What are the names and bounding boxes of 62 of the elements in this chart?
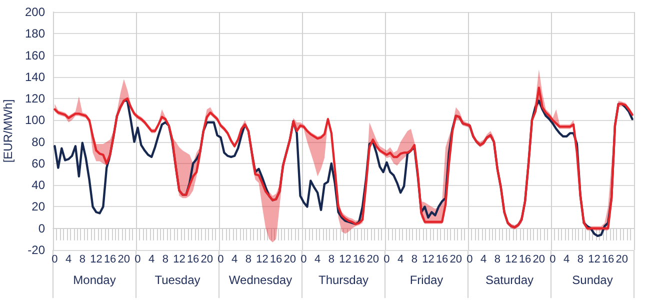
x-tick-label: 8: [328, 254, 334, 266]
text: Friday: [410, 273, 444, 287]
x-tick-label: 8: [162, 254, 168, 266]
text: Saturday: [485, 273, 534, 287]
x-tick-label: 16: [436, 254, 448, 266]
x-tick-label: 12: [173, 254, 186, 266]
y-tick-label: 80: [32, 134, 46, 149]
y-tick-label: 40: [32, 178, 46, 192]
x-tick-label: 8: [79, 254, 86, 266]
x-tick-label: 20: [532, 254, 546, 266]
y-tick-label: 20: [32, 200, 46, 214]
y-tick-label: 160: [24, 48, 46, 62]
x-tick-label: 20: [200, 254, 214, 266]
x-tick-label: 4: [314, 254, 321, 266]
text: Thursday: [318, 273, 369, 287]
x-tick-label: 0: [384, 254, 390, 266]
x-tick-label: 4: [564, 254, 570, 266]
x-tick-label: 0: [218, 254, 224, 266]
y-tick-label: 120: [24, 92, 46, 106]
x-tick-label: 4: [398, 254, 404, 266]
y-tick-label: 0: [38, 221, 46, 236]
x-tick-label: 8: [245, 254, 252, 266]
x-tick-label: 20: [616, 254, 628, 266]
y-tick-label: 60: [32, 156, 46, 170]
x-tick-label: 12: [422, 254, 434, 266]
x-tick-label: 20: [118, 254, 130, 266]
x-tick-label: 8: [411, 254, 418, 266]
x-tick-label: 4: [480, 254, 487, 266]
x-tick-label: 4: [66, 254, 72, 266]
x-tick-label: 20: [450, 254, 462, 266]
text: Monday: [73, 273, 116, 287]
x-tick-label: 16: [186, 254, 200, 266]
x-tick-label: 20: [284, 254, 296, 266]
x-tick-label: 12: [256, 254, 268, 266]
x-tick-label: 0: [466, 254, 473, 266]
x-tick-label: 4: [232, 254, 238, 266]
y-tick-label: 180: [24, 26, 46, 41]
x-tick-label: 12: [90, 254, 102, 266]
x-tick-label: 16: [352, 254, 366, 266]
x-tick-label: 16: [518, 254, 532, 266]
y-tick-label: 100: [24, 113, 46, 128]
x-tick-label: 16: [104, 254, 116, 266]
x-tick-label: 12: [505, 254, 518, 266]
x-tick-label: 0: [550, 254, 556, 266]
y-tick-label: 140: [24, 70, 46, 84]
text: Tuesday: [154, 273, 200, 287]
x-tick-label: 4: [148, 254, 155, 266]
x-tick-label: 0: [300, 254, 307, 266]
x-tick-label: 0: [52, 254, 58, 266]
x-tick-label: 12: [339, 254, 352, 266]
text: Wednesday: [228, 273, 292, 287]
text: Sunday: [572, 273, 613, 287]
x-tick-label: 8: [494, 254, 500, 266]
y-axis-title: [EUR/MWh]: [1, 99, 16, 163]
x-tick-label: 16: [270, 254, 282, 266]
x-tick-label: 16: [602, 254, 614, 266]
x-tick-label: 8: [577, 254, 584, 266]
x-tick-label: 12: [588, 254, 600, 266]
y-tick-label: 200: [24, 5, 46, 19]
x-tick-label: 0: [134, 254, 141, 266]
y-tick-label: -20: [28, 243, 46, 257]
x-tick-label: 20: [366, 254, 380, 266]
